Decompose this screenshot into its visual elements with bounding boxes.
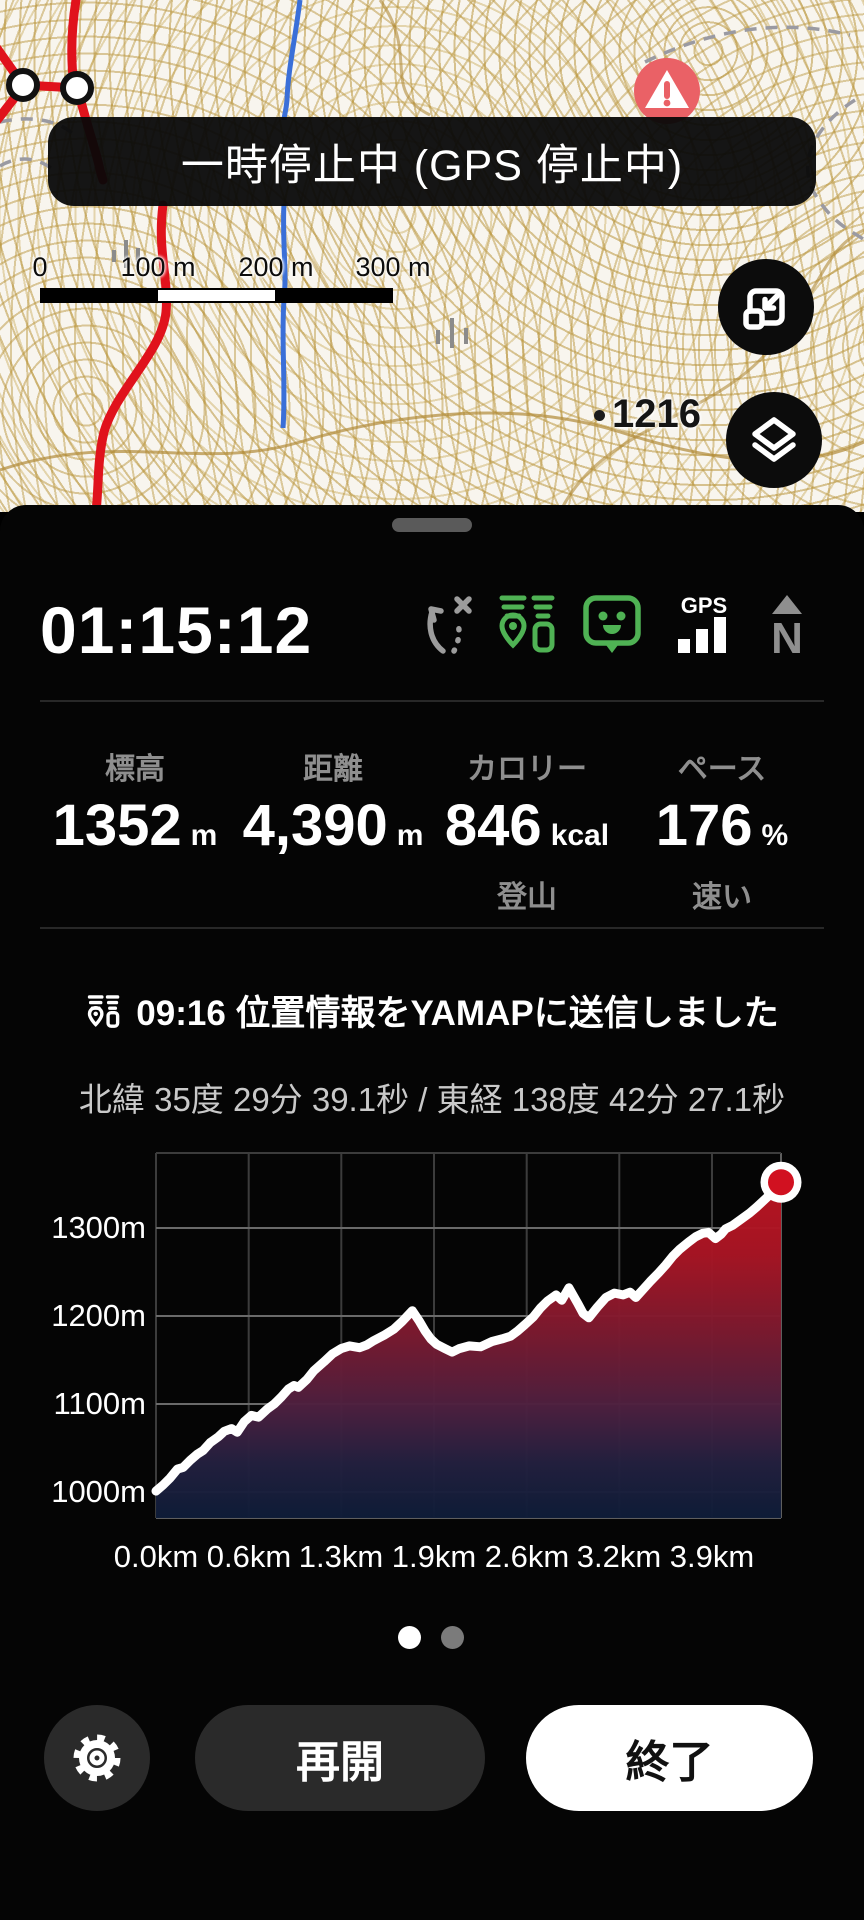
compass-north-icon: N [771,595,803,657]
xtick-0: 0.0km [113,1539,199,1574]
sheet-drag-handle[interactable] [392,518,472,532]
companion-face-icon [583,595,641,653]
activity-bottom-sheet: 01:15:12 [0,505,864,1920]
map-layers-button[interactable] [726,392,822,488]
stat-label: 標高 [105,753,165,786]
ytick-1000: 1000m [51,1474,146,1509]
activity-timer: 01:15:12 [40,593,313,667]
map-scale-bar [40,288,393,303]
shrink-map-icon [743,288,785,330]
page-dot-inactive [441,1626,464,1649]
stat-unit: m [190,819,218,852]
spot-elevation-label: 1216 [612,392,701,436]
svg-text:N: N [771,614,803,657]
scale-segment [42,290,159,301]
beacon-small-icon [88,994,120,1028]
xtick-5: 3.2km [576,1539,662,1574]
elevation-chart: 1300m 1200m 1100m 1000m 0.0km 0.6km 1.3k… [0,1140,864,1600]
stat-sub: 速い [692,881,752,914]
ytick-1300: 1300m [51,1210,146,1245]
coordinates-text: 北緯 35度 29分 39.1秒 / 東経 138度 42分 27.1秒 [78,1081,786,1118]
paused-status-banner: 一時停止中 (GPS 停止中) [48,117,816,206]
elevation-chart-svg [151,1152,802,1519]
spot-elevation-dot [594,410,605,421]
contour-line [558,228,864,512]
layers-icon [752,417,796,462]
xtick-3: 1.9km [391,1539,477,1574]
scale-segment [274,290,391,301]
stat-value: 4,390 [242,793,388,858]
end-button-label: 終了 [625,1738,714,1787]
stat-value: 846 [444,793,542,858]
stat-calories: カロリー 846 kcal 登山 [417,744,637,914]
location-sent-text: 09:16 位置情報をYAMAPに送信しました [136,994,779,1033]
page-dot-active [398,1626,421,1649]
divider [40,700,824,702]
hazard-warning-icon [634,58,700,124]
xtick-6: 3.9km [669,1539,755,1574]
contour-line [378,0,431,117]
stat-sub: 登山 [497,881,557,914]
divider [40,927,824,929]
scale-segment [158,290,275,301]
end-button[interactable]: 終了 [526,1705,813,1811]
current-position-marker [768,1169,794,1196]
svg-text:GPS: GPS [681,593,727,618]
route-off-icon [427,596,472,654]
stat-unit: kcal [550,819,610,852]
stat-unit: m [396,819,424,852]
stat-label: 距離 [303,753,363,786]
paused-status-text: 一時停止中 (GPS 停止中) [180,141,684,190]
gps-signal-icon: GPS [678,593,727,653]
stat-label: ペース [677,753,767,786]
trail-junction-marker [6,68,40,102]
scale-tick-300: 300 m [355,252,431,282]
shrink-map-button[interactable] [718,259,814,355]
stat-pace: ペース 176% 速い [612,744,832,914]
stream-line [280,0,303,429]
topo-map[interactable]: 一時停止中 (GPS 停止中) 0 100 m 200 m 300 m [0,0,864,512]
resume-button[interactable]: 再開 [195,1705,485,1811]
beacon-icon [499,595,555,653]
scale-tick-0: 0 [32,252,48,282]
xtick-2: 1.3km [298,1539,384,1574]
scale-tick-200: 200 m [238,252,314,282]
xtick-1: 0.6km [206,1539,292,1574]
location-sent-message: 09:16 位置情報をYAMAPに送信しました [0,985,864,1036]
settings-button[interactable] [44,1705,150,1811]
stat-label: カロリー [467,753,587,786]
stat-distance: 距離 4,390 m [223,744,443,858]
stat-unit: % [761,819,789,852]
trail-junction-marker [60,71,94,105]
scale-tick-100: 100 m [120,252,196,282]
stat-value: 176 [655,793,753,858]
map-symbol [112,240,468,348]
stat-elevation: 標高 1352 m [25,744,245,858]
resume-button-label: 再開 [296,1738,384,1787]
gear-icon [73,1734,121,1782]
stat-value: 1352 [52,793,182,858]
ytick-1200: 1200m [51,1298,146,1333]
xtick-4: 2.6km [484,1539,570,1574]
ytick-1100: 1100m [53,1386,147,1421]
elevation-line [151,1177,786,1496]
